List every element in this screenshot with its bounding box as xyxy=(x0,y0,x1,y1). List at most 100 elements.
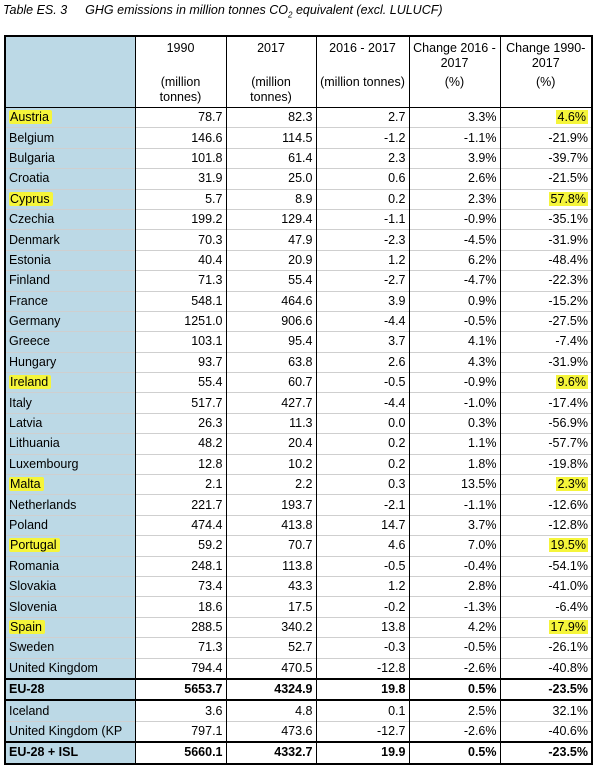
change-pct-1990-2017-text: -6.4% xyxy=(555,599,588,614)
country-name: Iceland xyxy=(4,699,136,722)
header-change-2016-2017: Change 2016 - 2017 xyxy=(408,35,501,75)
country-name: Malta xyxy=(4,474,136,495)
value-2017-text: 473.6 xyxy=(281,723,313,738)
value-2017: 427.7 xyxy=(225,392,317,414)
value-1990-text: 5660.1 xyxy=(184,745,223,760)
change-pct-2016-2017-text: -0.4% xyxy=(463,558,497,573)
value-1990-text: 70.3 xyxy=(198,232,223,247)
value-1990-text: 78.7 xyxy=(198,110,223,125)
value-1990: 55.4 xyxy=(134,372,227,393)
change-pct-1990-2017: -22.3% xyxy=(499,270,593,292)
change-abs-text: 19.9 xyxy=(381,745,406,760)
table-row: Greece 103.1 95.4 3.7 4.1% -7.4% xyxy=(4,331,593,353)
change-pct-2016-2017: -4.7% xyxy=(408,270,501,292)
table-row: Netherlands 221.7 193.7 -2.1 -1.1% -12.6% xyxy=(4,494,593,516)
country-name: United Kingdom xyxy=(4,657,136,679)
change-pct-2016-2017: 2.6% xyxy=(408,168,501,190)
value-2017: 70.7 xyxy=(225,535,317,557)
change-pct-2016-2017: 3.9% xyxy=(408,147,501,169)
change-pct-1990-2017: -6.4% xyxy=(499,596,593,618)
change-abs: -1.2 xyxy=(315,127,410,149)
value-2017-text: 11.3 xyxy=(289,416,313,431)
change-pct-2016-2017: -4.5% xyxy=(408,229,501,251)
change-abs: 1.2 xyxy=(315,575,410,597)
table-row: Ireland 55.4 60.7 -0.5 -0.9% 9.6% xyxy=(4,372,593,393)
change-pct-1990-2017: -40.6% xyxy=(499,720,593,743)
country-name: Germany xyxy=(4,310,136,332)
value-2017: 4324.9 xyxy=(225,677,317,702)
change-pct-1990-2017: -26.1% xyxy=(499,637,593,659)
table-caption: Table ES. 3 GHG emissions in million tonn… xyxy=(3,3,443,20)
table-row: United Kingdom 794.4 470.5 -12.8 -2.6% -40.8% xyxy=(4,657,593,679)
change-pct-2016-2017: 4.2% xyxy=(408,616,501,638)
table-row: Portugal 59.2 70.7 4.6 7.0% 19.5% xyxy=(4,535,593,557)
change-pct-1990-2017-text: -12.6% xyxy=(548,497,588,512)
value-2017-text: 427.7 xyxy=(281,395,313,410)
change-abs-text: 0.2 xyxy=(388,191,406,206)
change-abs: -1.1 xyxy=(315,208,410,230)
country-label: Iceland xyxy=(9,703,50,718)
change-abs-text: 14.7 xyxy=(381,518,406,532)
change-pct-2016-2017-text: -0.5% xyxy=(463,640,497,655)
change-pct-1990-2017-text: -31.9% xyxy=(548,354,588,369)
value-2017: 340.2 xyxy=(225,616,317,638)
country-name: United Kingdom (KP xyxy=(4,720,136,743)
change-pct-1990-2017: -23.5% xyxy=(499,741,593,765)
value-2017: 47.9 xyxy=(225,229,317,251)
change-pct-2016-2017: 3.7% xyxy=(408,514,501,536)
change-pct-1990-2017: -23.5% xyxy=(499,677,593,702)
country-name: Sweden xyxy=(4,637,136,659)
value-2017: 52.7 xyxy=(225,637,317,659)
country-name: Romania xyxy=(4,555,136,577)
change-pct-1990-2017: 9.6% xyxy=(499,372,593,393)
table-row: United Kingdom (KP 797.1 473.6 -12.7 -2.6% -4… xyxy=(4,720,593,743)
value-1990-text: 199.2 xyxy=(191,212,223,227)
change-abs-text: 0.0 xyxy=(388,416,406,431)
change-pct-1990-2017-text: 57.8% xyxy=(548,191,588,206)
change-abs: -12.7 xyxy=(315,720,410,743)
change-abs-text: 0.6 xyxy=(388,171,406,186)
country-label: Slovenia xyxy=(9,599,57,614)
value-1990: 70.3 xyxy=(134,229,227,251)
country-label: Czechia xyxy=(9,212,55,227)
value-2017: 20.4 xyxy=(225,433,317,455)
table-row: Czechia 199.2 129.4 -1.1 -0.9% -35.1% xyxy=(4,208,593,230)
header-unit-2017: (million tonnes) xyxy=(225,75,317,108)
change-abs: 4.6 xyxy=(315,535,410,557)
value-2017-text: 114.5 xyxy=(282,130,313,145)
table-row: Sweden 71.3 52.7 -0.3 -0.5% -26.1% xyxy=(4,637,593,659)
value-1990-text: 71.3 xyxy=(198,273,223,288)
change-pct-2016-2017: 13.5% xyxy=(408,474,501,495)
country-name: Cyprus xyxy=(4,188,136,210)
table-row: Bulgaria 101.8 61.4 2.3 3.9% -39.7% xyxy=(4,147,593,169)
header-2017: 2017 xyxy=(225,35,317,75)
change-pct-2016-2017: -1.3% xyxy=(408,596,501,618)
change-abs: 0.1 xyxy=(315,699,410,722)
change-pct-1990-2017: -54.1% xyxy=(499,555,593,577)
value-2017: 114.5 xyxy=(225,127,317,149)
change-pct-2016-2017-text: -2.6% xyxy=(463,660,497,675)
table-row: Malta 2.1 2.2 0.3 13.5% 2.3% xyxy=(4,474,593,495)
country-label: Cyprus xyxy=(9,191,53,206)
header-2016-2017: 2016 - 2017 xyxy=(315,35,410,75)
change-abs: 2.7 xyxy=(315,106,410,128)
value-1990: 146.6 xyxy=(134,127,227,149)
table-row: Germany 1251.0 906.6 -4.4 -0.5% -27.5% xyxy=(4,310,593,332)
caption-title-pre: GHG emissions in million tonnes CO xyxy=(85,3,289,17)
change-pct-2016-2017-text: 13.5% xyxy=(461,477,497,492)
caption-title-post: equivalent (excl. LULUCF) xyxy=(292,3,443,17)
country-name: Belgium xyxy=(4,127,136,149)
change-pct-2016-2017-text: -1.3% xyxy=(463,599,497,614)
change-abs: 14.7 xyxy=(315,514,410,536)
value-1990-text: 288.5 xyxy=(191,619,223,634)
change-pct-2016-2017-text: -0.5% xyxy=(463,314,497,329)
country-label: EU-28 + ISL xyxy=(9,745,79,760)
change-pct-2016-2017-text: 0.5% xyxy=(468,682,497,697)
change-pct-2016-2017-text: -4.7% xyxy=(463,273,497,288)
country-label: Netherlands xyxy=(9,497,77,512)
change-abs-text: 4.6 xyxy=(388,538,406,553)
value-1990-text: 794.4 xyxy=(191,660,223,675)
table-row: Hungary 93.7 63.8 2.6 4.3% -31.9% xyxy=(4,351,593,373)
change-pct-2016-2017-text: 2.8% xyxy=(468,579,497,594)
country-name: Greece xyxy=(4,331,136,353)
